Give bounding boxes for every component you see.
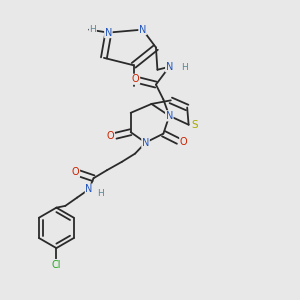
Text: N: N (105, 28, 112, 38)
Text: N: N (166, 111, 173, 121)
Text: H: H (181, 63, 188, 72)
Text: H: H (90, 25, 96, 34)
Text: N: N (139, 25, 146, 34)
Text: O: O (180, 137, 188, 147)
Text: O: O (132, 74, 140, 84)
Text: N: N (166, 62, 173, 72)
Text: N: N (142, 138, 149, 148)
Text: H: H (98, 189, 104, 198)
Text: N: N (85, 184, 93, 194)
Text: O: O (107, 131, 114, 141)
Text: S: S (192, 120, 199, 130)
Text: O: O (72, 167, 80, 177)
Text: Cl: Cl (51, 260, 61, 269)
